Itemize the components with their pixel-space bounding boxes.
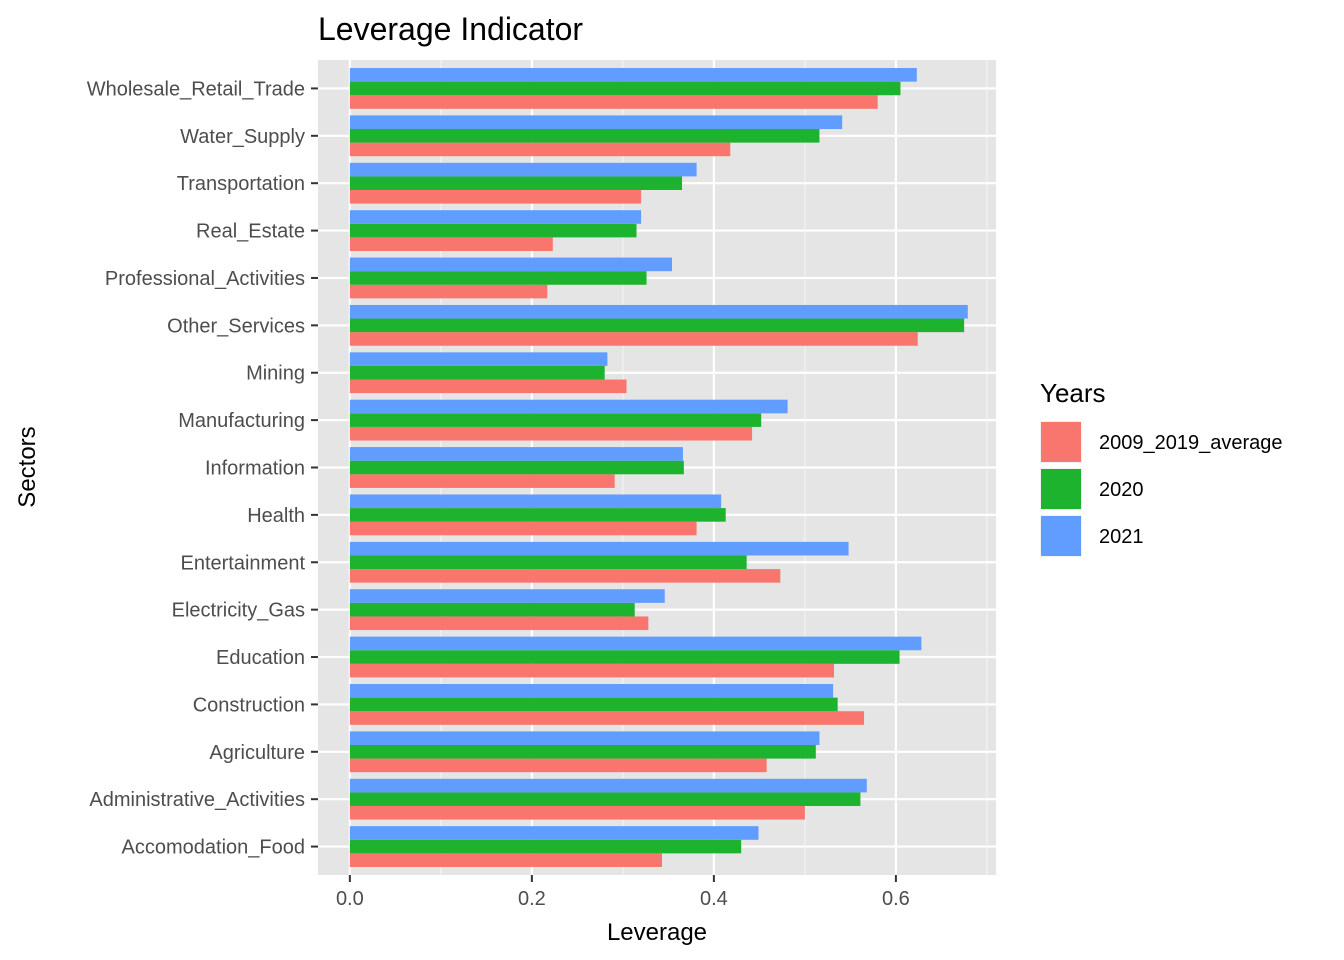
bar-2020 <box>349 318 965 333</box>
bar-2021 <box>349 731 820 746</box>
y-tick-label: Transportation <box>177 173 305 195</box>
bar-2009_2019_average <box>349 521 697 536</box>
bar-2021 <box>349 257 673 272</box>
bar-2020 <box>349 792 861 806</box>
bar-2021 <box>349 447 683 461</box>
bar-2021 <box>349 826 759 840</box>
legend-key-2021 <box>1041 516 1081 556</box>
bar-2021 <box>349 352 608 366</box>
bar-2009_2019_average <box>349 711 865 725</box>
y-tick-label: Accomodation_Food <box>122 837 305 859</box>
x-tick-label: 0.2 <box>518 888 546 910</box>
y-axis: Accomodation_Food Administrative_Activiti… <box>87 78 318 859</box>
bar-2020 <box>349 223 637 238</box>
bar-2020 <box>349 271 647 285</box>
bar-2009_2019_average <box>349 569 781 583</box>
bar-2021 <box>349 778 867 793</box>
legend-title: Years <box>1040 378 1106 408</box>
bar-2020 <box>349 555 747 570</box>
bar-2009_2019_average <box>349 758 767 773</box>
x-tick-label: 0.4 <box>700 888 728 910</box>
legend-items: 2009_2019_average 2020 2021 <box>1040 421 1283 557</box>
bar-2021 <box>349 115 843 130</box>
bar-2021 <box>349 210 642 224</box>
bar-2020 <box>349 460 684 475</box>
bar-2020 <box>349 508 726 522</box>
y-tick-label: Information <box>205 458 305 480</box>
bar-2020 <box>349 697 838 712</box>
y-tick-label: Other_Services <box>167 315 305 337</box>
bar-2009_2019_average <box>349 474 615 488</box>
bar-2009_2019_average <box>349 332 918 346</box>
bar-2021 <box>349 162 697 177</box>
bar-2020 <box>349 176 683 190</box>
y-tick-label: Professional_Activities <box>105 268 305 290</box>
y-tick-label: Education <box>216 647 305 669</box>
bar-2009_2019_average <box>349 663 835 678</box>
x-tick-label: 0.6 <box>882 888 910 910</box>
y-tick-label: Manufacturing <box>178 410 305 432</box>
bar-2009_2019_average <box>349 189 642 204</box>
x-axis-title: Leverage <box>607 919 707 946</box>
bar-2021 <box>349 541 849 556</box>
bar-2021 <box>349 636 922 651</box>
bar-2009_2019_average <box>349 142 731 157</box>
bar-2009_2019_average <box>349 284 548 299</box>
y-tick-label: Administrative_Activities <box>89 789 305 811</box>
bar-2020 <box>349 602 635 617</box>
bar-2009_2019_average <box>349 616 649 631</box>
legend-key-2020 <box>1041 469 1081 509</box>
y-tick-label: Real_Estate <box>196 221 305 243</box>
bar-2009_2019_average <box>349 237 553 251</box>
legend-label: 2020 <box>1099 479 1144 501</box>
bar-2021 <box>349 68 917 82</box>
y-tick-label: Entertainment <box>180 552 305 574</box>
y-tick-label: Electricity_Gas <box>172 600 305 622</box>
plot-panel <box>318 60 996 875</box>
x-axis: 0.0 0.2 0.4 0.6 <box>336 875 910 910</box>
y-tick-label: Wholesale_Retail_Trade <box>87 78 305 100</box>
bar-2021 <box>349 304 968 319</box>
bar-2020 <box>349 129 820 143</box>
y-axis-title: Sectors <box>14 426 41 507</box>
bar-2021 <box>349 399 788 414</box>
y-tick-label: Water_Supply <box>180 126 305 148</box>
bar-2021 <box>349 684 834 698</box>
y-tick-label: Mining <box>246 363 305 385</box>
legend-key-2009_2019_average <box>1041 422 1081 462</box>
bar-2021 <box>349 589 665 603</box>
bar-2020 <box>349 81 901 96</box>
y-tick-label: Agriculture <box>209 742 305 764</box>
legend-label: 2009_2019_average <box>1099 432 1283 454</box>
bar-2020 <box>349 839 742 854</box>
bar-2009_2019_average <box>349 426 753 441</box>
bar-2009_2019_average <box>349 805 805 820</box>
bar-2021 <box>349 494 722 509</box>
legend: Years 2009_2019_average 2020 2021 <box>1040 378 1283 557</box>
chart-title: Leverage Indicator <box>318 11 583 47</box>
bar-2009_2019_average <box>349 95 878 109</box>
bar-2009_2019_average <box>349 853 663 867</box>
y-tick-label: Health <box>247 505 305 527</box>
bar-2020 <box>349 413 762 427</box>
x-tick-label: 0.0 <box>336 888 364 910</box>
bar-2020 <box>349 745 816 759</box>
bar-2020 <box>349 365 605 380</box>
bar-2020 <box>349 650 900 664</box>
bar-2009_2019_average <box>349 379 627 394</box>
bars <box>349 68 968 867</box>
legend-label: 2021 <box>1099 526 1144 548</box>
y-tick-label: Construction <box>193 694 305 716</box>
